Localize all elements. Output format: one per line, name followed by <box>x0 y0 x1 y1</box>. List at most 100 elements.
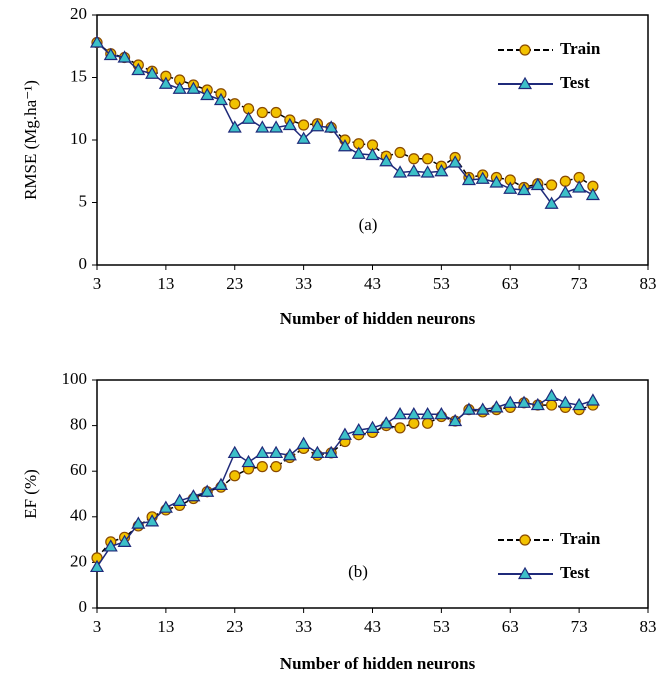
marker <box>213 477 229 490</box>
marker <box>489 175 504 188</box>
legend-marker <box>517 76 533 90</box>
marker <box>461 402 476 415</box>
marker <box>117 534 132 547</box>
x-tick-label: 53 <box>433 274 450 293</box>
marker <box>393 165 408 178</box>
marker <box>448 155 463 168</box>
x-tick-label: 43 <box>364 274 381 293</box>
y-tick-label: 80 <box>70 415 87 434</box>
marker <box>406 164 421 177</box>
marker <box>89 559 105 573</box>
marker <box>117 50 132 63</box>
marker <box>282 117 297 131</box>
marker <box>270 461 282 473</box>
marker <box>269 120 284 133</box>
marker <box>530 397 545 411</box>
marker <box>310 445 325 459</box>
marker <box>324 445 339 459</box>
marker <box>585 393 600 406</box>
marker <box>131 516 146 529</box>
marker <box>448 413 463 427</box>
marker <box>255 120 270 133</box>
marker <box>422 153 434 165</box>
marker <box>393 406 408 420</box>
marker <box>406 406 421 420</box>
series-line <box>96 41 594 189</box>
y-axis-label: EF (%) <box>21 469 40 519</box>
marker <box>503 395 518 408</box>
marker <box>365 420 380 433</box>
marker <box>420 406 435 420</box>
marker <box>545 179 558 191</box>
marker <box>420 165 435 178</box>
x-tick-label: 23 <box>226 617 243 636</box>
marker <box>351 146 366 159</box>
marker <box>227 120 242 133</box>
x-tick-label: 13 <box>157 274 174 293</box>
marker <box>158 76 173 89</box>
legend-marker <box>519 534 531 546</box>
x-tick-label: 33 <box>295 274 312 293</box>
marker <box>461 172 476 186</box>
series-line <box>96 41 594 205</box>
marker <box>145 66 160 79</box>
x-tick-label: 63 <box>502 274 519 293</box>
marker <box>186 81 201 94</box>
marker <box>544 196 559 209</box>
marker <box>475 171 490 184</box>
marker <box>298 119 310 131</box>
marker <box>394 422 406 434</box>
x-axis-label: Number of hidden neurons <box>280 654 476 673</box>
x-axis-label: Number of hidden neurons <box>280 309 476 328</box>
legend-label: Test <box>560 563 590 582</box>
marker <box>229 98 241 110</box>
marker <box>172 81 187 94</box>
marker <box>489 400 504 413</box>
legend-marker <box>519 44 531 56</box>
y-tick-label: 0 <box>79 254 88 273</box>
marker <box>351 422 366 436</box>
marker <box>503 181 518 194</box>
x-tick-label: 83 <box>640 617 657 636</box>
marker <box>530 177 545 191</box>
legend-label: Train <box>560 39 601 58</box>
marker <box>103 47 118 61</box>
marker <box>379 154 394 167</box>
marker <box>545 399 558 411</box>
marker <box>544 388 559 402</box>
y-tick-label: 15 <box>70 66 87 85</box>
legend-label: Train <box>560 529 601 548</box>
x-tick-label: 3 <box>93 274 102 293</box>
marker <box>89 35 105 48</box>
y-tick-label: 0 <box>79 597 88 616</box>
y-tick-label: 100 <box>62 369 88 388</box>
marker <box>172 493 187 506</box>
marker <box>255 445 270 459</box>
marker <box>256 106 268 119</box>
marker <box>434 406 449 420</box>
series-line <box>96 402 594 559</box>
y-tick-label: 20 <box>70 551 87 570</box>
y-tick-label: 60 <box>70 460 87 479</box>
annotation: (a) <box>359 215 378 234</box>
y-tick-label: 20 <box>70 4 87 23</box>
marker <box>241 454 256 468</box>
marker <box>241 111 256 124</box>
marker <box>394 146 406 159</box>
marker <box>434 164 449 177</box>
marker <box>572 397 587 411</box>
y-tick-label: 40 <box>70 506 87 525</box>
x-tick-label: 43 <box>364 617 381 636</box>
marker <box>324 120 339 133</box>
marker <box>559 175 571 187</box>
marker <box>256 461 268 473</box>
marker <box>408 153 420 165</box>
y-tick-label: 10 <box>70 129 87 148</box>
x-tick-label: 23 <box>226 274 243 293</box>
x-tick-label: 33 <box>295 617 312 636</box>
x-tick-label: 3 <box>93 617 102 636</box>
marker <box>558 395 573 408</box>
marker <box>365 147 380 161</box>
x-tick-label: 83 <box>640 274 657 293</box>
